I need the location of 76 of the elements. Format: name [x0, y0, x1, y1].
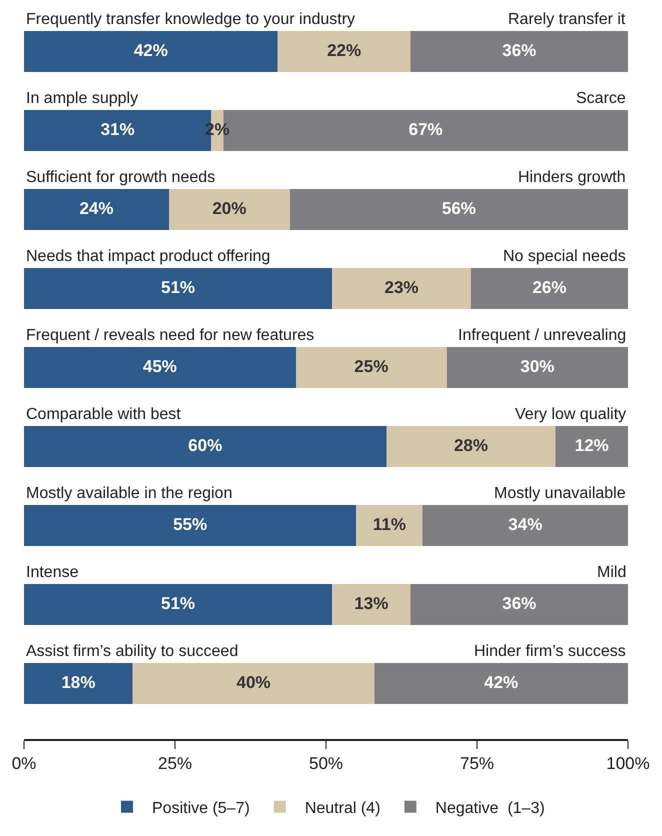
data-label: 11% — [372, 514, 406, 534]
data-label: 42% — [484, 672, 518, 692]
bar — [24, 584, 332, 626]
data-label: 30% — [520, 356, 554, 376]
bar — [290, 189, 628, 230]
bar — [332, 268, 471, 310]
bar — [446, 347, 628, 388]
y2-tick-label: Scarce — [576, 90, 626, 107]
y-tick-label: In ample supply — [26, 90, 138, 107]
y2-tick-label: Very low quality — [515, 406, 626, 423]
data-label: 36% — [502, 594, 536, 613]
data-label: 18% — [61, 672, 96, 692]
bar — [24, 30, 278, 72]
bar — [24, 189, 169, 230]
data-label: 12% — [574, 436, 609, 455]
legend-label: Positive (5–7) — [152, 800, 250, 818]
data-label: 40% — [236, 672, 271, 692]
bar — [356, 505, 423, 546]
bar — [470, 268, 628, 310]
data-label: 45% — [142, 356, 177, 376]
data-label: 67% — [408, 120, 443, 139]
y-tick-label: Assist firm’s ability to succeed — [26, 643, 238, 660]
bar — [296, 347, 447, 388]
y2-tick-label: Rarely transfer it — [508, 11, 626, 28]
data-label: 24% — [79, 198, 114, 218]
y-tick-label: Comparable with best — [26, 406, 182, 423]
data-label: 34% — [508, 514, 542, 534]
y2-tick-label: Infrequent / unrevealing — [458, 327, 626, 344]
bar — [332, 584, 411, 626]
x-tick-label: 75% — [460, 754, 494, 774]
data-label: 23% — [384, 278, 419, 297]
y-tick-label: Needs that impact product offering — [26, 248, 270, 265]
data-label: 36% — [502, 40, 536, 60]
data-label: 28% — [454, 436, 488, 455]
data-label: 42% — [134, 40, 168, 60]
data-label: 51% — [161, 594, 196, 613]
bar — [24, 268, 332, 310]
bar — [168, 189, 290, 230]
data-label: 22% — [327, 40, 362, 60]
bar — [24, 663, 133, 704]
bar — [410, 30, 628, 72]
legend-label: Negative (1–3) — [435, 800, 545, 818]
bar — [24, 505, 356, 546]
data-label: 25% — [354, 356, 388, 376]
x-tick-label: 50% — [308, 754, 344, 774]
bar — [24, 347, 296, 388]
bar — [556, 426, 628, 468]
bar — [374, 663, 628, 704]
bar — [386, 426, 556, 468]
data-label: 31% — [100, 120, 135, 139]
bar — [422, 505, 628, 546]
data-label: 26% — [532, 278, 566, 297]
bar — [278, 30, 411, 72]
y-tick-label: Mostly available in the region — [26, 485, 232, 502]
legend-label: Neutral (4) — [304, 800, 380, 818]
data-label: 13% — [354, 594, 388, 613]
y2-tick-label: Mild — [597, 564, 626, 581]
data-label: 20% — [212, 198, 246, 218]
data-label: 55% — [173, 514, 208, 534]
x-tick-label: 100% — [606, 754, 650, 774]
y2-tick-label: Hinders growth — [518, 169, 626, 186]
y-tick-label: Intense — [26, 564, 79, 581]
bar — [132, 663, 374, 704]
y2-tick-label: Mostly unavailable — [494, 485, 626, 502]
y-tick-label: Frequently transfer knowledge to your industry — [26, 11, 356, 28]
y-tick-label: Frequent / reveals need for new features — [26, 327, 314, 344]
x-tick-label: 25% — [158, 754, 192, 774]
bar — [410, 584, 628, 626]
y2-tick-label: No special needs — [503, 248, 626, 265]
data-label: 56% — [442, 198, 476, 218]
y2-tick-label: Hinder firm’s success — [474, 643, 626, 660]
y-tick-label: Sufficient for growth needs — [26, 169, 216, 186]
bar — [24, 426, 386, 468]
data-label: 60% — [188, 436, 222, 455]
x-tick-label: 0% — [12, 754, 36, 774]
data-label: 51% — [161, 278, 196, 297]
